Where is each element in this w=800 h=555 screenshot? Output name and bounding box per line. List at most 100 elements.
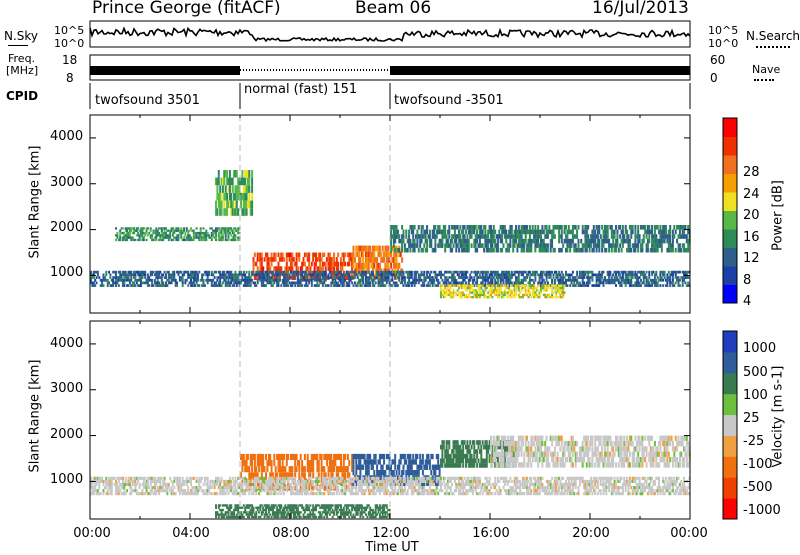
power-data-cell [643,274,645,277]
power-data-cell [264,257,266,262]
power-data-cell [678,248,680,253]
power-data-cell [557,279,559,282]
power-data-cell [612,239,614,244]
velocity-data-cell [469,440,471,445]
power-data-cell [273,275,275,280]
power-data-cell [469,296,471,298]
power-data-cell [568,230,570,235]
power-data-cell [232,185,234,193]
power-data-cell [625,230,627,235]
velocity-data-cell [93,486,95,489]
power-data-cell [115,271,117,274]
power-data-cell [141,230,143,232]
power-data-cell [444,287,446,289]
power-data-cell [634,248,636,253]
power-data-cell [397,234,399,239]
power-data-cell [284,274,286,277]
power-data-cell [143,271,145,274]
power-data-cell [258,276,260,279]
power-data-cell [115,227,117,229]
velocity-data-cell [371,481,373,486]
power-data-cell [278,274,280,277]
velocity-data-cell [219,492,221,495]
power-data-cell [130,274,132,277]
velocity-data-cell [187,492,189,495]
power-data-cell [559,294,561,296]
power-data-cell [348,262,350,267]
velocity-data-cell [130,486,132,489]
power-data-cell [366,246,368,252]
velocity-data-cell [126,483,128,486]
power-data-cell [373,251,375,257]
velocity-data-cell [441,440,443,445]
velocity-data-cell [455,445,457,450]
power-data-cell [347,274,349,277]
power-data-cell [604,234,606,239]
power-data-cell [444,225,446,230]
power-data-cell [636,279,638,282]
power-data-cell [376,271,378,274]
power-data-cell [484,284,486,287]
velocity-data-cell [96,477,98,480]
velocity-data-cell [354,475,356,480]
power-data-cell [682,276,684,279]
power-data-cell [165,276,167,279]
power-data-cell [403,279,405,282]
velocity-data-cell [362,481,364,486]
power-data-cell [462,243,464,248]
velocity-data-cell [355,470,357,475]
velocity-data-cell [159,483,161,486]
power-data-cell [648,225,650,230]
power-data-cell [165,232,167,234]
power-data-cell [558,287,560,289]
power-data-cell [497,287,499,289]
velocity-data-cell [216,483,218,486]
velocity-data-cell [423,481,425,486]
power-data-cell [562,274,564,277]
power-data-cell [655,243,657,248]
power-data-cell [515,230,517,235]
velocity-data-cell [514,459,516,464]
power-data-cell [475,271,477,274]
power-data-cell [328,262,330,267]
power-data-cell [328,257,330,262]
power-data-cell [479,296,481,298]
power-data-cell [400,274,402,277]
power-data-cell [105,271,107,274]
power-data-cell [661,239,663,244]
power-data-cell [396,257,398,263]
power-data-cell [479,285,481,287]
power-data-cell [637,271,639,274]
power-data-cell [404,276,406,279]
velocity-data-cell [368,465,370,470]
power-data-cell [171,276,173,279]
power-data-cell [630,271,632,274]
velocity-data-cell [484,459,486,464]
power-data-cell [114,271,116,274]
power-data-cell [434,284,436,287]
power-data-cell [173,232,175,234]
velocity-data-cell [109,486,111,489]
velocity-data-cell [415,459,417,464]
velocity-data-cell [351,454,353,460]
velocity-data-cell [412,475,414,480]
power-data-cell [686,284,688,287]
velocity-data-cell [203,483,205,486]
velocity-data-cell [330,454,332,460]
power-data-cell [582,279,584,282]
power-data-cell [189,237,191,239]
power-data-cell [578,239,580,244]
velocity-data-cell [205,477,207,480]
velocity-data-cell [489,445,491,450]
velocity-data-cell [401,454,403,459]
power-data-cell [608,271,610,274]
velocity-data-cell [269,485,271,491]
velocity-data-cell [276,472,278,478]
power-data-cell [141,234,143,236]
power-data-cell [291,257,293,262]
velocity-data-cell [443,440,445,445]
power-data-cell [239,227,241,229]
power-data-cell [369,274,371,280]
power-data-cell [339,284,341,287]
power-data-cell [646,284,648,287]
